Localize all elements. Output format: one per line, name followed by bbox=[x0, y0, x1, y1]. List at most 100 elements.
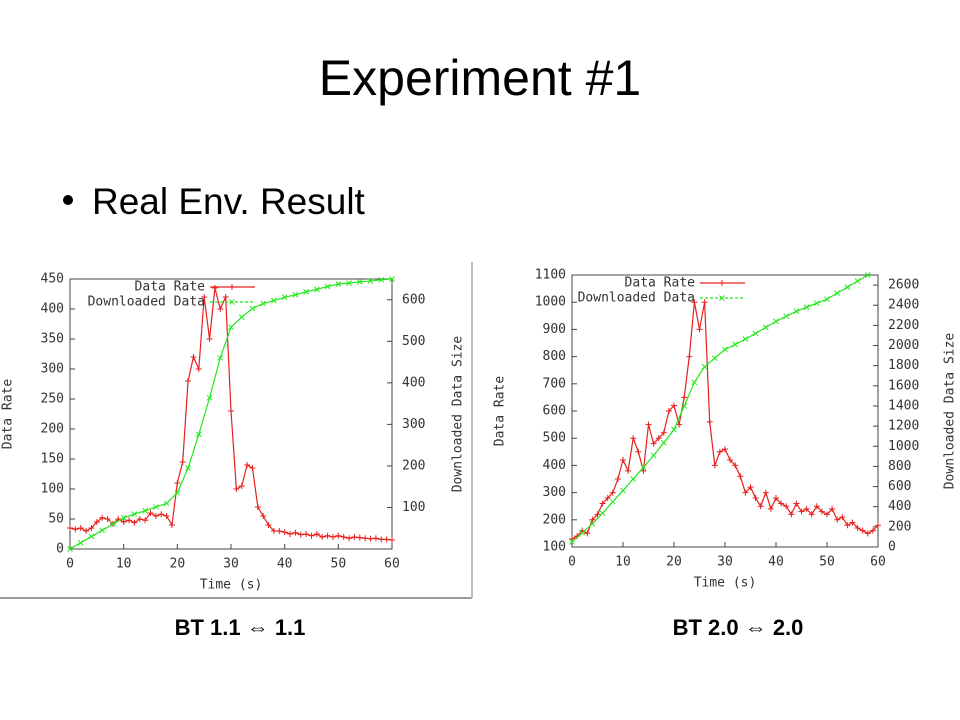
point-marker bbox=[142, 517, 149, 524]
point-marker bbox=[67, 525, 73, 531]
point-marker bbox=[752, 330, 759, 337]
point-marker bbox=[83, 528, 90, 534]
y2-tick-label: 0 bbox=[888, 540, 896, 555]
point-marker bbox=[864, 272, 871, 278]
point-marker bbox=[362, 535, 369, 542]
caption: BT 1.1 ⇔ 1.1 bbox=[175, 615, 306, 640]
point-marker bbox=[131, 511, 138, 517]
point-marker bbox=[260, 300, 267, 307]
point-marker bbox=[660, 439, 667, 446]
point-marker bbox=[249, 305, 256, 312]
point-marker bbox=[254, 504, 261, 510]
point-marker bbox=[798, 508, 805, 515]
point-marker bbox=[824, 296, 830, 303]
point-marker bbox=[864, 530, 871, 537]
point-marker bbox=[609, 489, 616, 496]
x-tick-label: 10 bbox=[615, 555, 631, 570]
point-marker bbox=[579, 530, 586, 536]
point-marker bbox=[244, 462, 251, 468]
legend-marker bbox=[229, 284, 235, 290]
point-marker bbox=[142, 507, 148, 514]
point-marker bbox=[854, 278, 861, 284]
x-tick-label: 40 bbox=[768, 555, 784, 570]
point-marker bbox=[195, 431, 202, 438]
point-marker bbox=[834, 290, 841, 296]
point-marker bbox=[803, 304, 810, 311]
point-marker bbox=[620, 487, 626, 494]
point-marker bbox=[195, 366, 202, 372]
point-marker bbox=[346, 280, 352, 287]
y2-tick-label: 400 bbox=[888, 499, 911, 514]
point-marker bbox=[762, 489, 769, 496]
point-marker bbox=[569, 539, 575, 545]
y-tick-label: 100 bbox=[543, 540, 566, 555]
point-marker bbox=[645, 421, 652, 428]
x-tick-label: 0 bbox=[568, 555, 576, 570]
x-tick-label: 50 bbox=[331, 557, 347, 572]
y2-tick-label: 1200 bbox=[888, 419, 919, 434]
point-marker bbox=[238, 483, 245, 489]
point-marker bbox=[99, 514, 106, 521]
point-marker bbox=[681, 394, 688, 401]
point-marker bbox=[287, 531, 294, 537]
point-marker bbox=[783, 313, 790, 320]
point-marker bbox=[271, 297, 277, 304]
y2-tick-label: 1000 bbox=[888, 439, 919, 454]
point-marker bbox=[788, 511, 795, 518]
y2-tick-label: 500 bbox=[402, 334, 425, 349]
x-tick-label: 60 bbox=[384, 557, 400, 572]
point-marker bbox=[691, 299, 698, 306]
y-tick-label: 200 bbox=[41, 422, 64, 437]
point-marker bbox=[324, 283, 331, 290]
y2-axis-label: Downloaded Data Size bbox=[451, 336, 466, 493]
point-marker bbox=[163, 513, 170, 519]
point-marker bbox=[329, 534, 336, 540]
point-marker bbox=[168, 522, 175, 528]
point-marker bbox=[228, 408, 234, 414]
point-marker bbox=[222, 294, 229, 300]
point-marker bbox=[650, 440, 657, 447]
slide-title: Experiment #1 bbox=[319, 50, 641, 106]
legend-marker bbox=[719, 280, 725, 286]
point-marker bbox=[711, 355, 718, 361]
point-marker bbox=[201, 294, 208, 300]
point-marker bbox=[99, 527, 106, 534]
y2-tick-label: 800 bbox=[888, 459, 911, 474]
legend-marker bbox=[719, 295, 725, 301]
y-tick-label: 500 bbox=[543, 431, 566, 446]
y2-tick-label: 600 bbox=[888, 479, 911, 494]
y2-tick-label: 1800 bbox=[888, 358, 919, 373]
point-marker bbox=[665, 408, 672, 414]
point-marker bbox=[854, 524, 861, 531]
point-marker bbox=[217, 306, 224, 312]
point-marker bbox=[829, 505, 836, 512]
point-marker bbox=[711, 462, 718, 469]
point-marker bbox=[292, 291, 299, 298]
point-marker bbox=[844, 284, 851, 290]
point-marker bbox=[778, 500, 785, 507]
point-marker bbox=[727, 456, 734, 463]
point-marker bbox=[260, 513, 267, 519]
point-marker bbox=[319, 534, 326, 540]
point-marker bbox=[742, 489, 749, 496]
y-tick-label: 300 bbox=[543, 485, 566, 500]
point-marker bbox=[389, 276, 395, 282]
point-marker bbox=[126, 517, 133, 524]
point-marker bbox=[803, 505, 810, 512]
point-marker bbox=[793, 308, 800, 315]
point-marker bbox=[77, 525, 84, 531]
point-marker bbox=[367, 278, 374, 284]
point-marker bbox=[614, 476, 621, 482]
y2-tick-label: 200 bbox=[888, 519, 911, 534]
point-marker bbox=[190, 354, 197, 360]
point-marker bbox=[238, 314, 245, 321]
point-marker bbox=[834, 516, 841, 523]
point-marker bbox=[599, 500, 606, 507]
point-marker bbox=[737, 473, 744, 480]
point-marker bbox=[270, 528, 277, 534]
point-marker bbox=[152, 513, 159, 519]
caption: BT 2.0 ⇔ 2.0 bbox=[673, 615, 804, 640]
point-marker bbox=[313, 531, 320, 537]
point-marker bbox=[367, 535, 374, 542]
x-tick-label: 10 bbox=[116, 557, 132, 572]
